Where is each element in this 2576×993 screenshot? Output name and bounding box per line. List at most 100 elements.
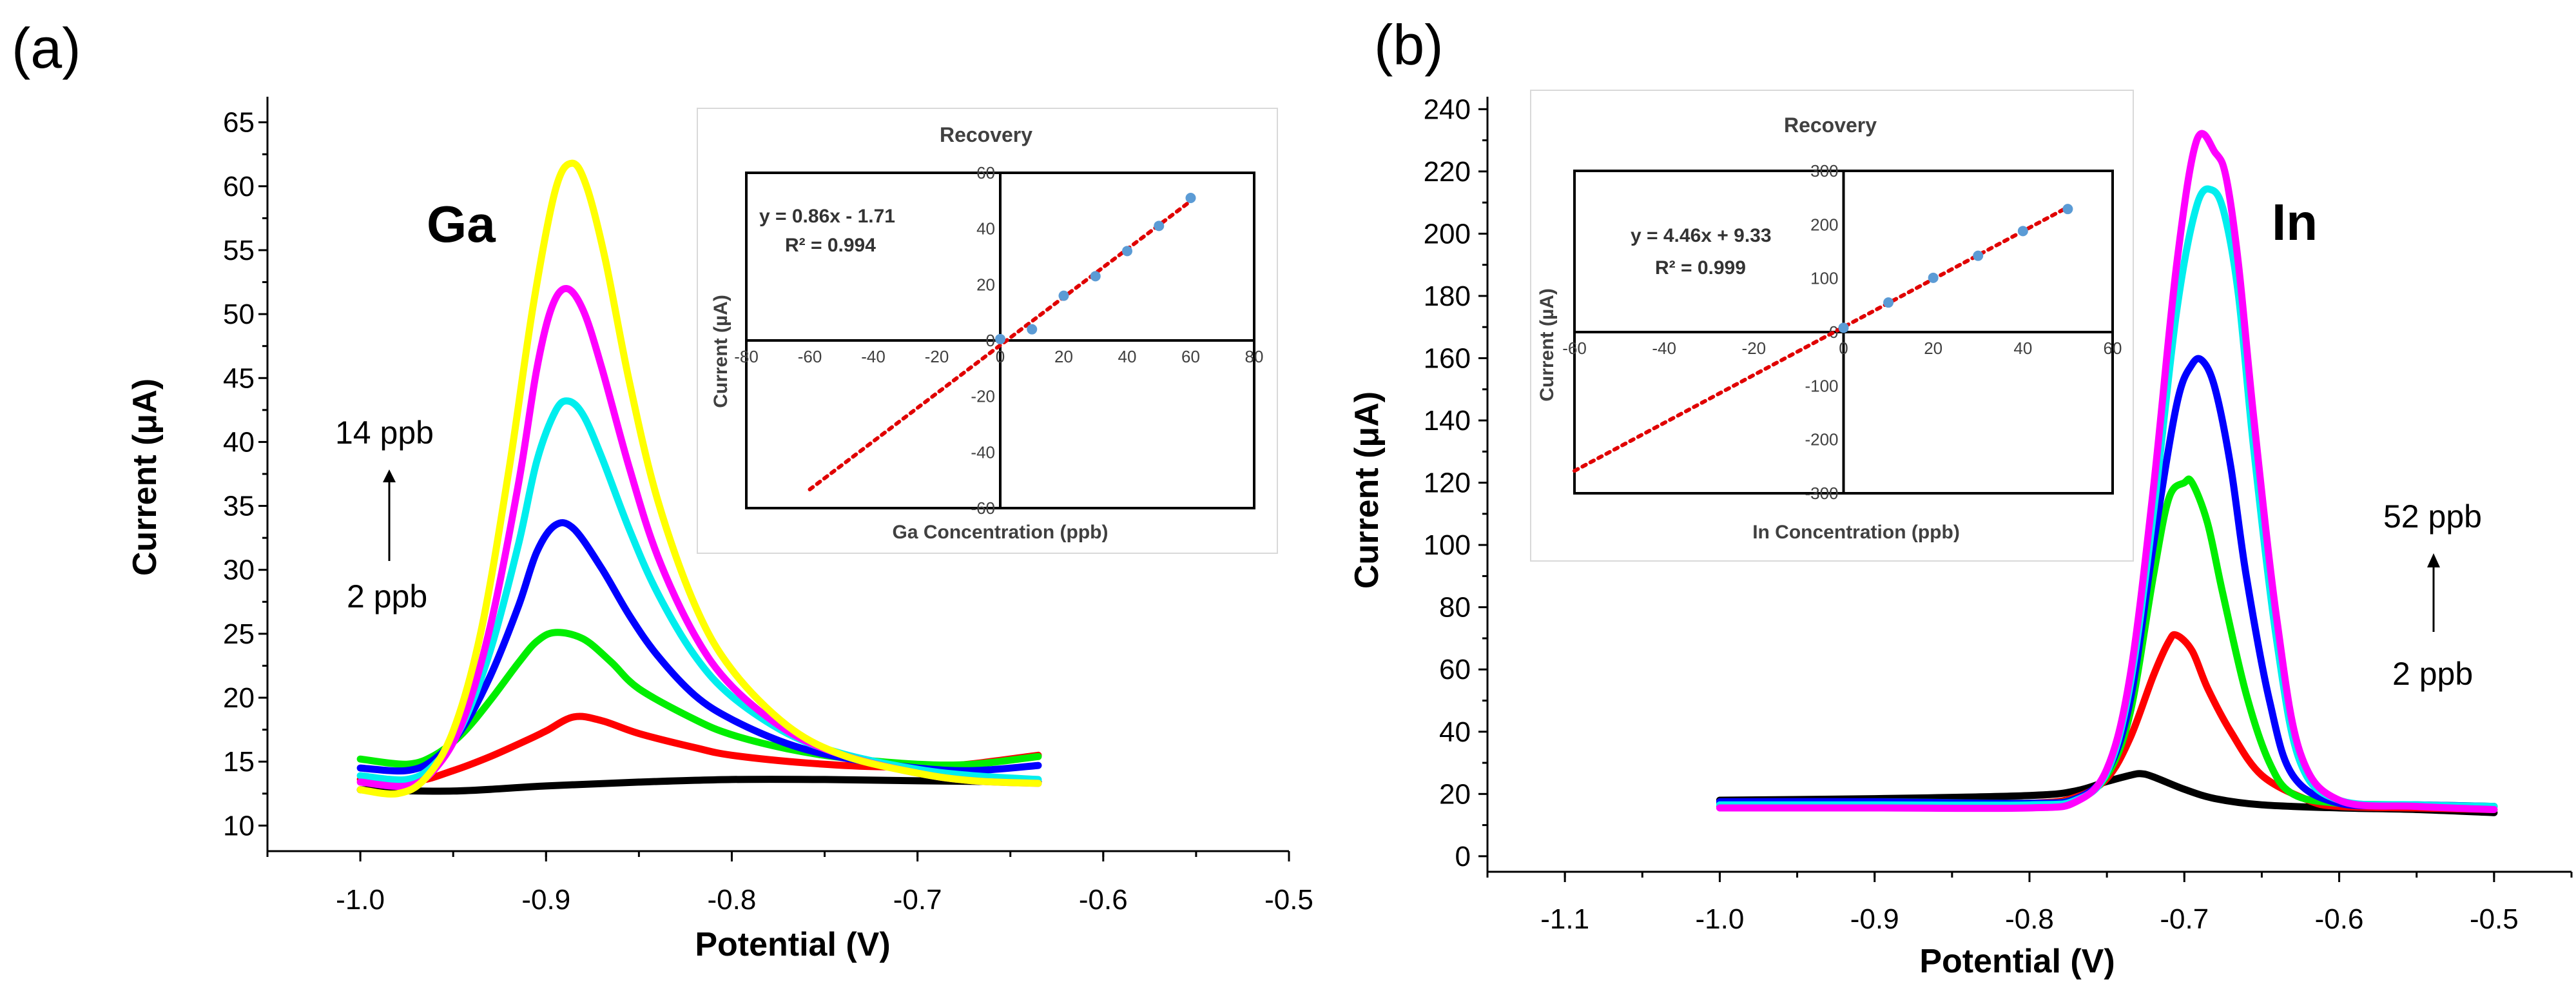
inset-x-tick-label: 20	[1054, 347, 1073, 366]
inset-x-tick-label: 0	[996, 347, 1005, 366]
panel-a-y-title: Current (μA)	[126, 379, 164, 576]
inset-data-point	[1928, 272, 1939, 283]
y-tick-label: 140	[1424, 405, 1471, 437]
inset-data-point	[1154, 221, 1165, 231]
y-tick-label: 50	[223, 299, 255, 330]
panel-a-y-ticks: 10 15 20 25 30 35 40 45 50 55 60 65	[223, 107, 267, 841]
y-tick-label: 100	[1424, 529, 1471, 561]
inset-x-tick-label: 40	[2013, 339, 2032, 358]
y-tick-label: 200	[1424, 218, 1471, 250]
panel-b-y-title: Current (μA)	[1348, 391, 1386, 589]
panel-b-y-ticks: 0 20 40 60 80 100 120 140 160 180 200 220 240	[1424, 93, 1487, 872]
panel-a-inset-content: -80 -60 -40 -20 0 20 40 60 80 60 40 20 0 -20 -40 -60	[734, 163, 1263, 518]
panel-b-inset-y-title: Current (µA)	[1536, 288, 1558, 402]
y-tick-label: 45	[223, 362, 255, 394]
panel-b-arrow-head	[2427, 553, 2440, 567]
panel-a-label: (a)	[12, 16, 81, 80]
panel-b-label: (b)	[1374, 13, 1444, 77]
inset-data-point	[2062, 204, 2073, 215]
x-tick-label: -0.7	[893, 884, 942, 916]
panel-a-x-ticks: -1.0 -0.9 -0.8 -0.7 -0.6 -0.5	[266, 851, 1313, 916]
inset-x-tick-label: 60	[1181, 347, 1200, 366]
x-tick-label: -0.6	[2315, 903, 2364, 935]
y-tick-label: 20	[223, 682, 255, 714]
inset-data-point	[1058, 290, 1069, 301]
y-tick-label: 220	[1424, 156, 1471, 188]
inset-data-point	[1090, 271, 1101, 282]
inset-x-tick-label: -80	[734, 347, 759, 366]
x-tick-label: -0.9	[521, 884, 570, 916]
x-tick-label: -0.9	[1850, 903, 1899, 935]
inset-y-tick-label: 200	[1810, 215, 1838, 234]
y-tick-label: 160	[1424, 342, 1471, 374]
panel-a-element-label: Ga	[427, 195, 496, 253]
panel-a-inset-y-title: Current (µA)	[710, 295, 731, 408]
panel-b-element-label: In	[2272, 193, 2318, 251]
panel-b-x-title: Potential (V)	[1919, 943, 2115, 980]
inset-data-point	[995, 333, 1005, 344]
inset-x-tick-label: 40	[1118, 347, 1137, 366]
y-tick-label: 80	[1439, 592, 1471, 624]
inset-x-tick-label: 20	[1924, 339, 1942, 358]
x-tick-label: -0.5	[1264, 884, 1313, 916]
inset-data-point	[1838, 322, 1849, 333]
inset-data-point	[2017, 226, 2028, 237]
inset-data-point	[1027, 324, 1038, 335]
y-tick-label: 40	[1439, 716, 1471, 748]
panel-b-inset-r2: R² = 0.999	[1655, 257, 1746, 279]
y-tick-label: 120	[1424, 467, 1471, 499]
inset-x-tick-label: 0	[1839, 339, 1848, 358]
inset-y-tick-label: 40	[976, 219, 995, 239]
inset-y-tick-label: 0	[986, 331, 995, 350]
y-tick-label: 60	[1439, 654, 1471, 685]
panel-b-inset-x-title: In Concentration (ppb)	[1752, 522, 1960, 543]
series-line-blank	[356, 776, 1042, 795]
x-tick-label: -1.1	[1540, 903, 1589, 935]
x-tick-label: -1.0	[1696, 903, 1745, 935]
panel-a-x-title: Potential (V)	[695, 926, 890, 963]
inset-x-tick-label: -60	[1562, 339, 1587, 358]
inset-data-point	[1185, 193, 1196, 203]
panel-a-arrow-head	[383, 469, 396, 482]
inset-x-tick-label: -40	[861, 347, 886, 366]
panel-a-inset-frame	[697, 108, 1278, 554]
inset-x-tick-label: 80	[1245, 347, 1264, 366]
y-tick-label: 35	[223, 491, 255, 522]
panel-b-inset-frame	[1530, 90, 2134, 562]
inset-y-tick-label: -200	[1805, 430, 1838, 449]
inset-y-tick-label: -60	[971, 498, 995, 518]
y-tick-label: 240	[1424, 93, 1471, 125]
inset-y-tick-label: 100	[1810, 269, 1838, 288]
y-tick-label: 60	[223, 171, 255, 202]
inset-x-tick-label: 60	[2104, 339, 2122, 358]
series-line-14-ppb	[356, 159, 1042, 798]
inset-data-point	[1122, 246, 1132, 257]
y-tick-label: 0	[1455, 841, 1471, 872]
panel-a-inset-r2: R² = 0.994	[785, 235, 876, 256]
inset-y-tick-label: 300	[1810, 161, 1838, 181]
inset-y-tick-label: 20	[976, 275, 995, 294]
x-tick-label: -0.6	[1079, 884, 1128, 916]
inset-x-tick-label: -20	[1742, 339, 1767, 358]
y-tick-label: 65	[223, 107, 255, 139]
x-tick-label: -0.7	[2160, 903, 2209, 935]
inset-fit-line	[1573, 205, 2070, 473]
inset-y-tick-label: -300	[1805, 484, 1838, 503]
inset-data-point	[1883, 297, 1894, 308]
inset-y-tick-label: -40	[971, 442, 995, 462]
panel-b-inset-content: -60-40-2002040603002001000-100-200-300	[1562, 161, 2122, 503]
inset-y-tick-label: -100	[1805, 376, 1838, 395]
panel-a-inset-equation: y = 0.86x - 1.71	[759, 206, 895, 227]
panel-b-curves	[1716, 130, 2498, 816]
panel-a-inset-x-title: Ga Concentration (ppb)	[893, 522, 1109, 543]
panel-a-annotation-top: 14 ppb	[335, 415, 434, 451]
series-line-52-ppb	[1716, 130, 2498, 813]
y-tick-label: 25	[223, 618, 255, 650]
x-tick-label: -0.5	[2470, 903, 2519, 935]
panel-b-inset: Recovery -60 -40 -200 20 40 60 300 200 100 0-100 -…	[1530, 90, 2134, 562]
inset-x-tick-label: -40	[1652, 339, 1676, 358]
y-tick-label: 30	[223, 555, 255, 586]
panel-a: (a) 10 15 20 25 30 35 40 45 50 55 60 65 -1.0 -0.9 -0.…	[12, 16, 1313, 963]
